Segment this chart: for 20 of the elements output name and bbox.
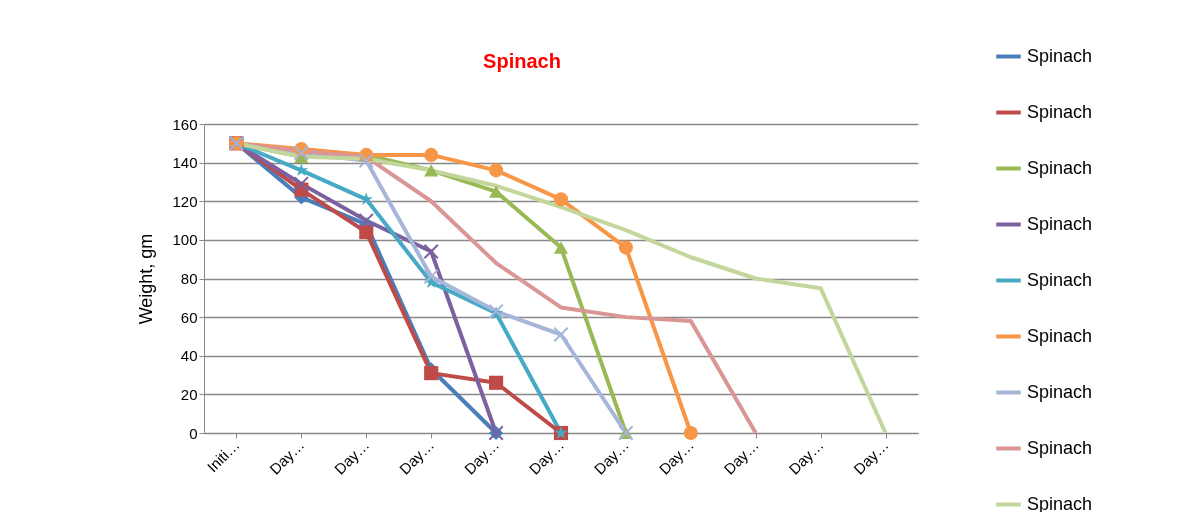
y-tick-label: 140 <box>172 154 198 172</box>
legend-label: Spinach <box>1027 213 1093 234</box>
legend-label: Spinach <box>1027 437 1093 458</box>
y-tick-label: 100 <box>172 231 198 249</box>
y-tick-label: 60 <box>180 308 198 326</box>
legend-label: Spinach <box>1027 381 1093 402</box>
chart-title: Spinach <box>483 50 561 72</box>
legend-label: Spinach <box>1027 157 1093 178</box>
y-tick-label: 20 <box>180 385 198 403</box>
y-tick-label: 40 <box>180 347 198 365</box>
y-tick-label: 0 <box>189 424 198 442</box>
y-tick-label: 160 <box>172 115 198 133</box>
y-axis-title: Weight, gm <box>136 233 157 325</box>
x-tick-label: Initi… <box>203 436 243 476</box>
y-tick-label: 80 <box>180 270 198 287</box>
legend-label: Spinach <box>1027 101 1093 122</box>
y-tick-label: 120 <box>172 192 198 210</box>
legend-label: Spinach <box>1027 269 1093 290</box>
legend-label: Spinach <box>1027 45 1093 66</box>
legend-label: Spinach <box>1027 325 1093 346</box>
